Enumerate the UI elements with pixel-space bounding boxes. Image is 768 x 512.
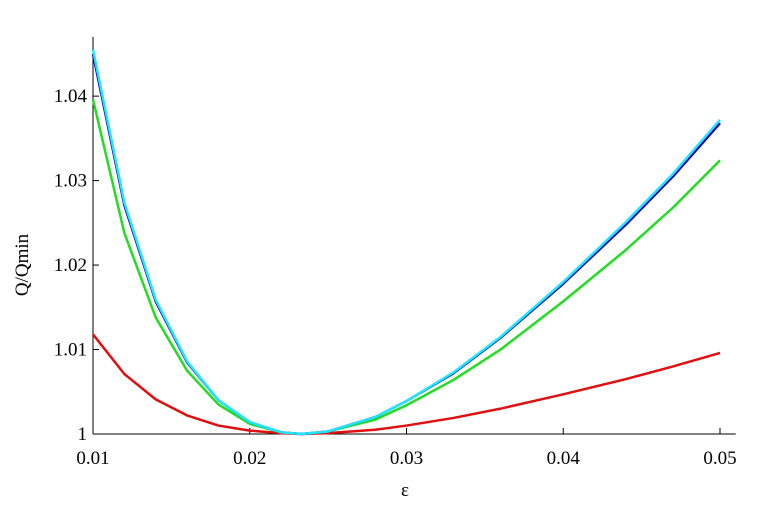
- x-tick-label: 0.04: [547, 448, 581, 469]
- x-tick-label: 0.01: [76, 448, 109, 469]
- x-axis-label: ε: [401, 480, 409, 501]
- x-tick-label: 0.02: [233, 448, 266, 469]
- series-line: [91, 53, 721, 436]
- y-tick-label: 1.02: [54, 255, 87, 276]
- y-axis-label: Q/Qmin: [12, 233, 33, 296]
- series-line: [91, 99, 721, 436]
- x-tick-label: 0.05: [703, 448, 736, 469]
- y-tick-label: 1.04: [54, 86, 88, 107]
- series-line: [92, 333, 721, 436]
- y-tick-label: 1: [78, 424, 88, 445]
- series-line: [91, 49, 721, 436]
- x-tick-label: 0.03: [390, 448, 423, 469]
- y-tick-label: 1.03: [54, 171, 87, 192]
- y-tick-label: 1.01: [54, 340, 87, 361]
